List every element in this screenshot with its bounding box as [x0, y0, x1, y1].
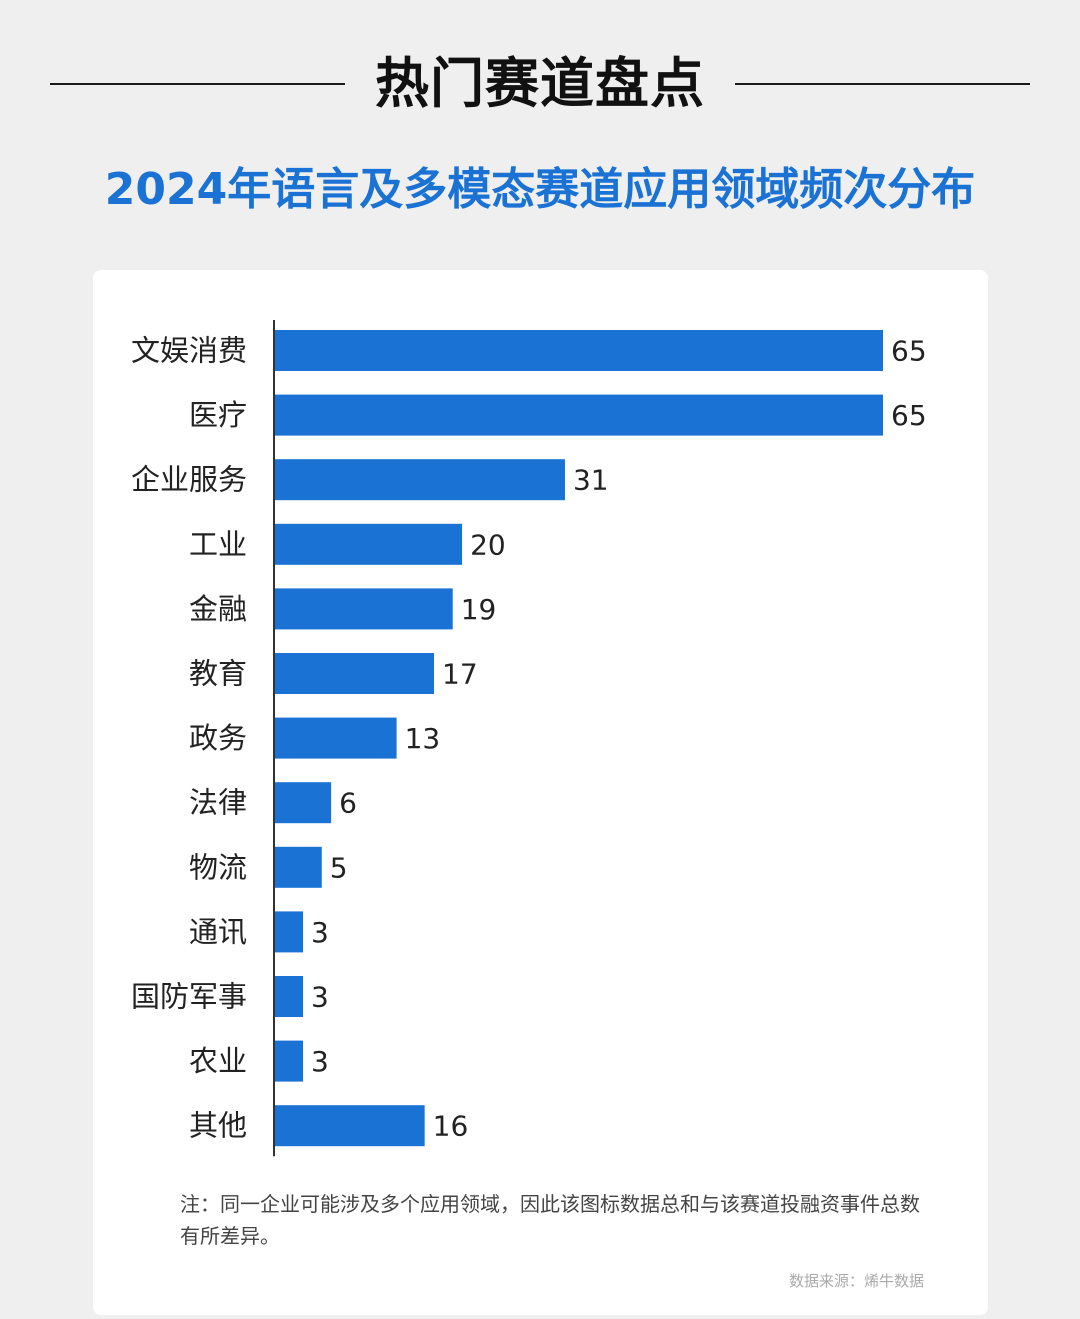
bar — [275, 588, 453, 630]
bar — [275, 911, 304, 953]
bar — [275, 782, 332, 824]
category-label: 文娱消费 — [131, 334, 247, 368]
data-label: 20 — [470, 528, 506, 561]
header-line-left — [50, 83, 345, 85]
bar — [275, 523, 463, 565]
data-label: 16 — [433, 1110, 469, 1143]
data-label: 65 — [891, 399, 927, 432]
data-label: 3 — [311, 981, 329, 1014]
category-label: 金融 — [189, 592, 247, 626]
category-label: 法律 — [189, 786, 247, 820]
bar — [275, 394, 883, 436]
category-label: 教育 — [189, 657, 247, 691]
chart-card — [93, 270, 988, 1315]
bar — [275, 717, 397, 759]
bar — [275, 653, 435, 694]
bar — [275, 846, 322, 888]
data-label: 3 — [311, 1045, 329, 1078]
data-label: 17 — [442, 658, 478, 691]
bar — [275, 330, 883, 371]
data-label: 13 — [405, 722, 441, 755]
data-label: 65 — [891, 335, 927, 368]
category-label: 农业 — [189, 1044, 247, 1078]
bar — [275, 976, 304, 1017]
header-line-right — [735, 83, 1030, 85]
category-label: 国防军事 — [131, 980, 247, 1014]
bar — [275, 1040, 304, 1082]
bar — [275, 1105, 425, 1147]
chart-title: 2024年语言及多模态赛道应用领域频次分布 — [104, 164, 976, 215]
category-label: 企业服务 — [131, 463, 247, 497]
category-label: 政务 — [189, 721, 247, 755]
footnote: 注：同一企业可能涉及多个应用领域，因此该图标数据总和与该赛道投融资事件总数有所差… — [180, 1192, 920, 1248]
category-label: 工业 — [189, 527, 247, 561]
data-source: 数据来源：烯牛数据 — [788, 1272, 924, 1290]
data-label: 5 — [330, 851, 348, 884]
category-label: 物流 — [189, 850, 247, 884]
data-label: 31 — [573, 464, 609, 497]
bar — [275, 459, 565, 501]
data-label: 3 — [311, 916, 329, 949]
category-label: 其他 — [189, 1109, 247, 1143]
header-title: 热门赛道盘点 — [375, 52, 705, 115]
category-label: 医疗 — [189, 398, 247, 432]
data-label: 6 — [339, 787, 357, 820]
data-label: 19 — [461, 593, 497, 626]
category-label: 通讯 — [189, 915, 247, 949]
